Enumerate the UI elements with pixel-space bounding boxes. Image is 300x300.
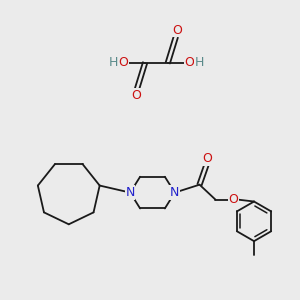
Text: O: O	[131, 89, 141, 102]
Text: O: O	[202, 152, 212, 165]
Text: O: O	[172, 24, 182, 37]
Text: H: H	[109, 56, 118, 69]
Text: O: O	[118, 56, 128, 69]
Text: N: N	[125, 186, 135, 199]
Text: O: O	[185, 56, 195, 69]
Text: N: N	[170, 186, 179, 199]
Text: O: O	[228, 193, 238, 206]
Text: H: H	[195, 56, 204, 69]
